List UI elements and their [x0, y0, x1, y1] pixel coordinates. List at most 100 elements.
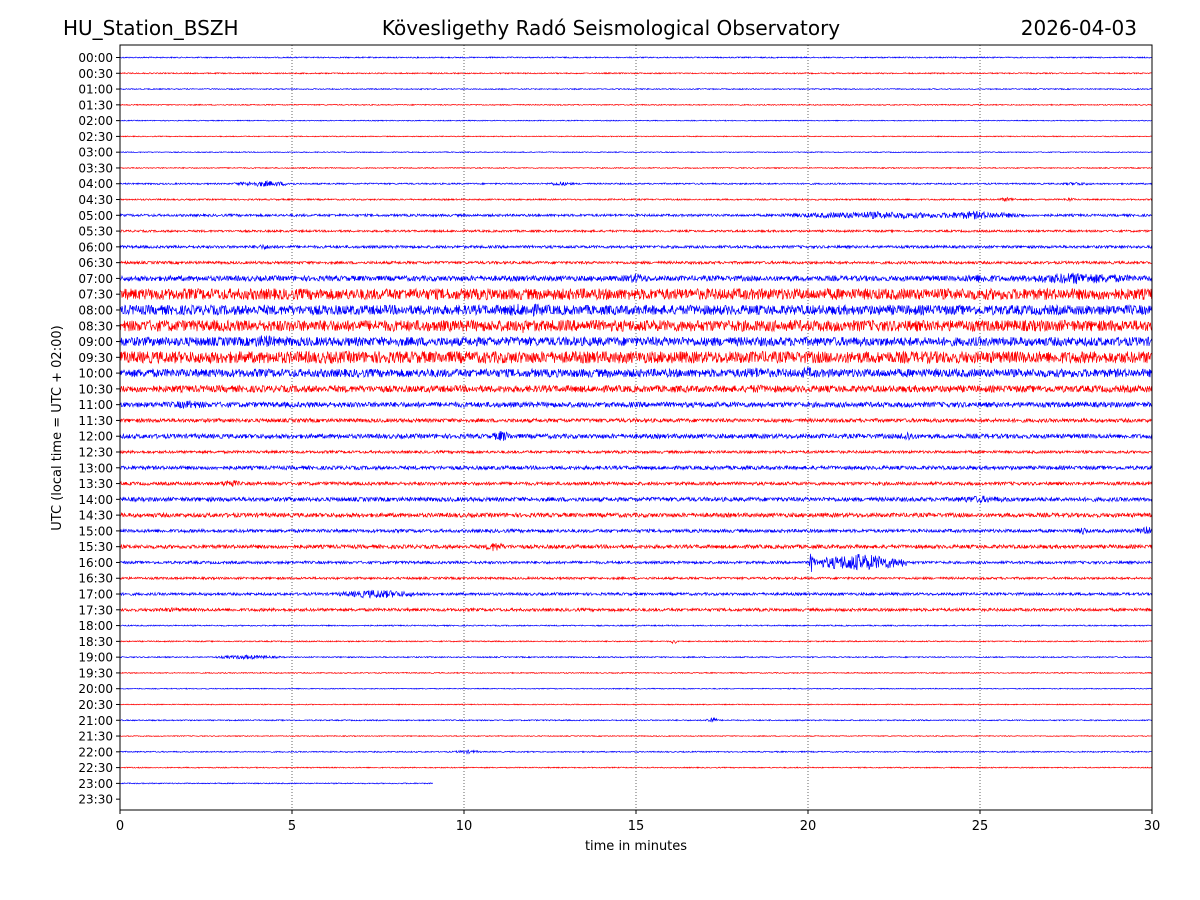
trace-row — [119, 687, 1153, 690]
trace-row — [119, 606, 1153, 613]
trace-row — [119, 639, 1153, 645]
trace-row — [119, 303, 1153, 318]
y-tick-label: 01:00 — [78, 83, 113, 97]
trace-row — [119, 210, 1153, 220]
trace-row — [119, 71, 1153, 75]
y-tick-label: 14:30 — [78, 509, 113, 523]
y-tick-label: 19:00 — [78, 651, 113, 665]
x-tick-label-0: 0 — [116, 819, 124, 834]
y-tick-label: 01:30 — [78, 98, 113, 112]
trace-row — [119, 654, 1153, 661]
y-tick-label: 03:00 — [78, 146, 113, 160]
x-tick-label-20: 20 — [800, 819, 817, 834]
y-tick-label: 09:30 — [78, 351, 113, 365]
seismic-traces — [119, 56, 1153, 785]
trace-row — [119, 766, 1153, 769]
y-tick-label: 08:00 — [78, 303, 113, 317]
trace-row — [119, 318, 1153, 333]
trace-row — [119, 135, 1153, 139]
trace-row — [119, 430, 1153, 441]
trace-row — [119, 272, 1153, 285]
chart-title: Kövesligethy Radó Seismological Observat… — [382, 16, 840, 40]
y-tick-label: 23:30 — [78, 793, 113, 807]
trace-row — [119, 716, 1153, 723]
y-tick-label: 06:00 — [78, 240, 113, 254]
trace-row — [119, 87, 1153, 91]
trace-row — [119, 287, 1153, 301]
y-axis-label: UTC (local time = UTC + 02:00) — [50, 325, 65, 530]
trace-row — [119, 196, 1153, 203]
y-tick-label: 00:00 — [78, 51, 113, 65]
y-tick-label: 04:00 — [78, 177, 113, 191]
trace-row — [119, 384, 1153, 394]
trace-row — [119, 103, 1153, 107]
trace-row — [119, 703, 1153, 706]
trace-row — [119, 526, 1153, 536]
trace-row — [119, 400, 1153, 409]
trace-row — [119, 575, 1153, 581]
y-tick-label: 22:30 — [78, 761, 113, 775]
x-axis-label: time in minutes — [585, 839, 687, 854]
y-tick-label: 07:30 — [78, 288, 113, 302]
trace-row — [119, 151, 1153, 154]
y-tick-label: 08:30 — [78, 319, 113, 333]
trace-row — [119, 480, 1153, 488]
y-tick-label: 07:00 — [78, 272, 113, 286]
trace-row — [119, 511, 1153, 519]
trace-row — [119, 749, 1153, 755]
y-tick-label: 11:30 — [78, 414, 113, 428]
y-tick-label: 15:30 — [78, 540, 113, 554]
trace-row — [119, 671, 1153, 675]
y-tick-label: 10:00 — [78, 367, 113, 381]
trace-row — [119, 734, 1153, 738]
trace-row — [119, 243, 1153, 251]
y-tick-label: 16:30 — [78, 572, 113, 586]
plot-frame — [119, 44, 1153, 811]
y-tick-label: 17:30 — [78, 603, 113, 617]
y-tick-label: 09:00 — [78, 335, 113, 349]
y-tick-label: 17:00 — [78, 588, 113, 602]
y-tick-label: 06:30 — [78, 256, 113, 270]
y-tick-label: 22:00 — [78, 745, 113, 759]
y-tick-label: 19:30 — [78, 666, 113, 680]
trace-row — [119, 259, 1153, 266]
trace-row — [119, 553, 1153, 572]
y-tick-label: 13:30 — [78, 477, 113, 491]
y-tick-label: 00:30 — [78, 67, 113, 81]
trace-row — [119, 782, 434, 785]
chart-date: 2026-04-03 — [1021, 16, 1137, 40]
y-tick-label: 03:30 — [78, 161, 113, 175]
x-axis-ticks: 0 5 10 15 20 25 30 — [116, 810, 1160, 834]
trace-row — [119, 366, 1153, 379]
y-tick-label: 05:30 — [78, 225, 113, 239]
trace-row — [119, 542, 1153, 552]
y-tick-label: 18:00 — [78, 619, 113, 633]
y-tick-label: 20:00 — [78, 682, 113, 696]
y-tick-label: 05:00 — [78, 209, 113, 223]
trace-row — [119, 350, 1153, 365]
y-tick-label: 11:00 — [78, 398, 113, 412]
y-tick-label: 10:30 — [78, 382, 113, 396]
y-tick-label: 04:30 — [78, 193, 113, 207]
x-tick-label-5: 5 — [288, 819, 296, 834]
y-tick-label: 14:00 — [78, 493, 113, 507]
trace-row — [119, 464, 1153, 472]
trace-row — [119, 449, 1153, 455]
y-tick-label: 18:30 — [78, 635, 113, 649]
trace-row — [119, 335, 1153, 348]
y-tick-label: 23:00 — [78, 777, 113, 791]
y-tick-label: 20:30 — [78, 698, 113, 712]
trace-row — [119, 166, 1153, 170]
y-tick-label: 02:30 — [78, 130, 113, 144]
y-tick-label: 13:00 — [78, 461, 113, 475]
x-tick-label-30: 30 — [1144, 819, 1161, 834]
y-tick-label: 15:00 — [78, 524, 113, 538]
trace-row — [119, 589, 1153, 599]
station-name: HU_Station_BSZH — [63, 16, 239, 40]
y-tick-label: 16:00 — [78, 556, 113, 570]
trace-row — [119, 179, 1153, 188]
trace-row — [119, 624, 1153, 628]
trace-row — [119, 56, 1153, 59]
